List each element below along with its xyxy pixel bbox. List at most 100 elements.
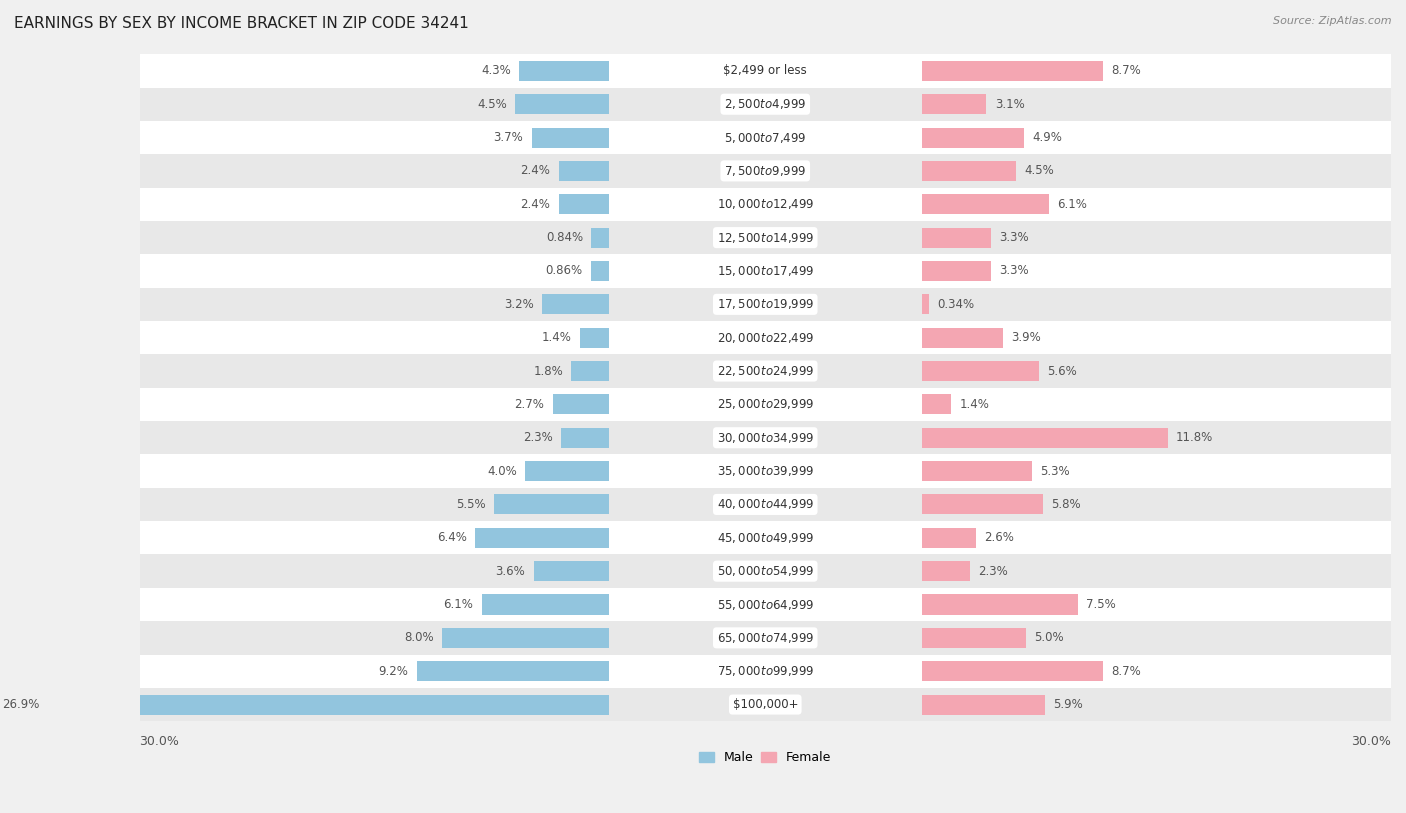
Text: 7.5%: 7.5% [1087,598,1116,611]
Text: 0.84%: 0.84% [546,231,583,244]
Bar [139,654,1391,688]
Text: 5.9%: 5.9% [1053,698,1083,711]
Text: 6.4%: 6.4% [437,532,467,544]
Bar [139,421,1391,454]
Text: 2.3%: 2.3% [979,565,1008,578]
Bar [922,428,1168,448]
Bar [139,621,1391,654]
Bar [922,694,1045,715]
Text: $45,000 to $49,999: $45,000 to $49,999 [717,531,814,545]
Text: 0.34%: 0.34% [938,298,974,311]
Text: 1.8%: 1.8% [533,364,562,377]
Text: 9.2%: 9.2% [378,665,409,678]
Bar [922,628,1026,648]
Bar [534,561,609,581]
Text: $10,000 to $12,499: $10,000 to $12,499 [717,198,814,211]
Text: $100,000+: $100,000+ [733,698,799,711]
Bar [922,328,1002,348]
Text: 5.6%: 5.6% [1047,364,1077,377]
Bar [139,154,1391,188]
Text: 8.0%: 8.0% [404,632,433,645]
Text: 8.7%: 8.7% [1112,64,1142,77]
Bar [139,588,1391,621]
Bar [494,494,609,515]
Bar [922,61,1104,80]
Text: 3.6%: 3.6% [496,565,526,578]
Bar [922,661,1104,681]
Bar [922,261,991,281]
Text: $30,000 to $34,999: $30,000 to $34,999 [717,431,814,445]
Text: 2.6%: 2.6% [984,532,1014,544]
Text: $35,000 to $39,999: $35,000 to $39,999 [717,464,814,478]
Bar [519,61,609,80]
Text: 4.0%: 4.0% [488,464,517,477]
Text: 30.0%: 30.0% [1351,735,1391,748]
Bar [475,528,609,548]
Text: $2,500 to $4,999: $2,500 to $4,999 [724,98,807,111]
Bar [526,461,609,481]
Bar [139,454,1391,488]
Bar [139,221,1391,254]
Bar [922,494,1043,515]
Text: 26.9%: 26.9% [1,698,39,711]
Text: 3.7%: 3.7% [494,131,523,144]
Bar [139,388,1391,421]
Text: 3.1%: 3.1% [994,98,1025,111]
Text: $20,000 to $22,499: $20,000 to $22,499 [717,331,814,345]
Text: $65,000 to $74,999: $65,000 to $74,999 [717,631,814,645]
Bar [922,561,970,581]
Text: $15,000 to $17,499: $15,000 to $17,499 [717,264,814,278]
Text: 2.4%: 2.4% [520,198,550,211]
Bar [922,528,976,548]
Text: 4.5%: 4.5% [477,98,506,111]
Text: $22,500 to $24,999: $22,500 to $24,999 [717,364,814,378]
Text: $25,000 to $29,999: $25,000 to $29,999 [717,398,814,411]
Text: 6.1%: 6.1% [443,598,474,611]
Text: 30.0%: 30.0% [139,735,180,748]
Bar [139,254,1391,288]
Bar [922,594,1078,615]
Bar [922,161,1015,181]
Bar [922,94,987,114]
Text: $7,500 to $9,999: $7,500 to $9,999 [724,164,807,178]
Bar [418,661,609,681]
Text: 4.3%: 4.3% [481,64,510,77]
Text: 5.0%: 5.0% [1035,632,1064,645]
Text: EARNINGS BY SEX BY INCOME BRACKET IN ZIP CODE 34241: EARNINGS BY SEX BY INCOME BRACKET IN ZIP… [14,16,468,31]
Text: 3.2%: 3.2% [503,298,534,311]
Text: $12,500 to $14,999: $12,500 to $14,999 [717,231,814,245]
Text: $75,000 to $99,999: $75,000 to $99,999 [717,664,814,678]
Text: 2.3%: 2.3% [523,431,553,444]
Text: 3.9%: 3.9% [1011,331,1040,344]
Text: 6.1%: 6.1% [1057,198,1087,211]
Bar [139,554,1391,588]
Text: Source: ZipAtlas.com: Source: ZipAtlas.com [1274,16,1392,26]
Text: 1.4%: 1.4% [959,398,990,411]
Text: 8.7%: 8.7% [1112,665,1142,678]
Text: 0.86%: 0.86% [546,264,582,277]
Bar [531,128,609,148]
Text: 5.8%: 5.8% [1052,498,1081,511]
Text: 5.3%: 5.3% [1040,464,1070,477]
Bar [441,628,609,648]
Bar [139,188,1391,221]
Text: $50,000 to $54,999: $50,000 to $54,999 [717,564,814,578]
Bar [579,328,609,348]
Text: 1.4%: 1.4% [541,331,571,344]
Bar [561,428,609,448]
Bar [571,361,609,381]
Bar [558,161,609,181]
Bar [922,361,1039,381]
Text: 5.5%: 5.5% [456,498,486,511]
Text: $2,499 or less: $2,499 or less [724,64,807,77]
Bar [139,88,1391,121]
Bar [922,228,991,248]
Bar [139,354,1391,388]
Bar [139,521,1391,554]
Bar [922,194,1049,215]
Bar [139,54,1391,88]
Bar [543,294,609,315]
Text: $40,000 to $44,999: $40,000 to $44,999 [717,498,814,511]
Bar [922,461,1032,481]
Text: 3.3%: 3.3% [998,231,1029,244]
